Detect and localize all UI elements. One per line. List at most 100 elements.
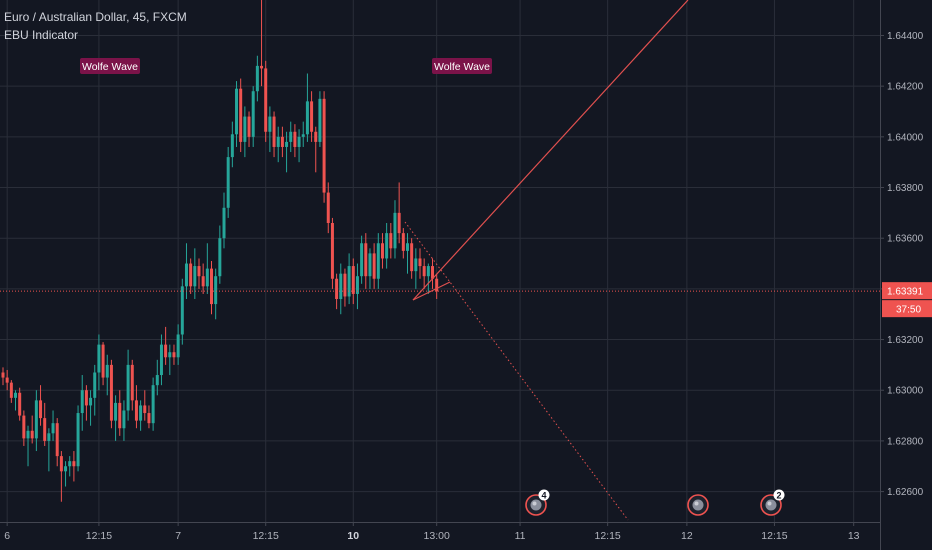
countdown-bg — [882, 300, 932, 318]
event-count: 2 — [776, 491, 781, 501]
candle-body — [260, 65, 264, 69]
economic-event-icon — [692, 499, 704, 511]
candle-body — [368, 253, 372, 277]
candle-body — [435, 278, 439, 292]
economic-event-icon — [765, 499, 777, 511]
candle-body — [293, 131, 297, 147]
candle-body — [418, 258, 422, 267]
candle-body — [93, 372, 97, 398]
candle-body — [372, 253, 376, 279]
candle-body — [130, 364, 134, 401]
candle-body — [410, 243, 414, 272]
candle-body — [393, 212, 397, 249]
price-tick-label: 1.63000 — [887, 386, 924, 397]
event-badge[interactable]: 4 — [525, 489, 550, 516]
candle-body — [426, 266, 430, 277]
candle-body — [97, 344, 101, 373]
wolfe-target-line — [404, 221, 629, 521]
candle-body — [272, 116, 276, 147]
chart-legend: Euro / Australian Dollar, 45, FXCM EBU I… — [4, 8, 187, 44]
time-tick-label: 6 — [4, 530, 10, 542]
wolfe-wave-label-text: Wolfe Wave — [434, 61, 490, 73]
current-price-value: 1.63391 — [887, 287, 924, 298]
event-badge[interactable]: 2 — [760, 489, 785, 516]
candle-body — [255, 65, 259, 92]
candle-body — [235, 88, 239, 135]
candle-body — [64, 466, 68, 472]
candle-body — [43, 418, 47, 441]
bar-countdown: 37:50 — [896, 305, 921, 316]
time-tick-label: 12:15 — [86, 530, 112, 542]
economic-event-icon-highlight — [767, 501, 772, 506]
grid-lines — [0, 0, 880, 522]
candle-body — [243, 116, 247, 142]
candle-body — [5, 377, 9, 383]
current-price-badge: 1.63391 37:50 — [882, 282, 932, 318]
candle-body — [59, 456, 63, 472]
time-tick-label: 7 — [175, 530, 181, 542]
candle-body — [118, 402, 122, 429]
candle-body — [155, 375, 159, 386]
time-tick-label: 12:15 — [253, 530, 279, 542]
wolfe-wave-drawing — [404, 0, 689, 521]
price-tick-label: 1.64200 — [887, 82, 924, 93]
candle-body — [122, 410, 126, 429]
candle-body — [30, 430, 34, 439]
economic-event-icon-highlight — [532, 501, 537, 506]
candle-body — [189, 263, 193, 287]
candle-body — [297, 136, 301, 147]
price-axis[interactable]: 1.626001.628001.630001.632001.634001.636… — [880, 0, 924, 550]
wolfe-wave-label-bg — [432, 58, 492, 74]
candle-body — [164, 344, 168, 358]
candle-body — [180, 286, 184, 335]
candle-body — [126, 364, 130, 411]
price-tick-label: 1.63600 — [887, 234, 924, 245]
candle-body — [230, 134, 234, 158]
candle-body — [72, 461, 76, 467]
candle-body — [351, 266, 355, 294]
candle-body — [201, 276, 205, 287]
candle-body — [347, 266, 351, 297]
candle-body — [214, 276, 218, 305]
symbol-title[interactable]: Euro / Australian Dollar, 45, FXCM — [4, 10, 187, 24]
candle-body — [247, 116, 251, 137]
time-tick-label: 12:15 — [761, 530, 787, 542]
candle-body — [151, 385, 155, 424]
indicator-name[interactable]: EBU Indicator — [4, 28, 79, 42]
wolfe-wave-line — [412, 281, 451, 301]
candle-body — [226, 157, 230, 208]
candle-body — [289, 131, 293, 142]
candle-body — [68, 461, 72, 467]
candle-body — [210, 268, 213, 305]
candle-body — [305, 101, 309, 135]
candle-body — [55, 423, 59, 457]
wolfe-wave-line — [412, 0, 689, 301]
candle-body — [276, 136, 280, 147]
time-axis[interactable]: 6 12:15 7 12:15 10 13:00 11 12:15 12 12:15 13 — [0, 522, 880, 542]
candle-body — [14, 392, 18, 398]
candle-body — [322, 98, 326, 193]
event-badge[interactable] — [687, 494, 709, 516]
candle-body — [422, 266, 426, 277]
time-tick-label: 12:15 — [595, 530, 621, 542]
candle-body — [172, 352, 176, 358]
price-tick-label: 1.62800 — [887, 436, 924, 447]
candle-body — [193, 266, 197, 287]
candle-body — [9, 382, 13, 398]
candle-body — [389, 233, 393, 249]
candle-body — [285, 141, 289, 147]
candle-body — [197, 266, 201, 277]
candle-body — [239, 88, 243, 142]
candle-body — [168, 352, 172, 358]
candle-body — [310, 101, 314, 132]
candle-body — [18, 392, 22, 416]
candle-body — [34, 400, 38, 439]
candle-body — [143, 405, 147, 414]
candle-body — [364, 243, 368, 277]
candle-body — [355, 276, 359, 294]
candle-body — [101, 344, 105, 378]
candle-body — [76, 413, 80, 467]
candle-body — [376, 243, 380, 279]
